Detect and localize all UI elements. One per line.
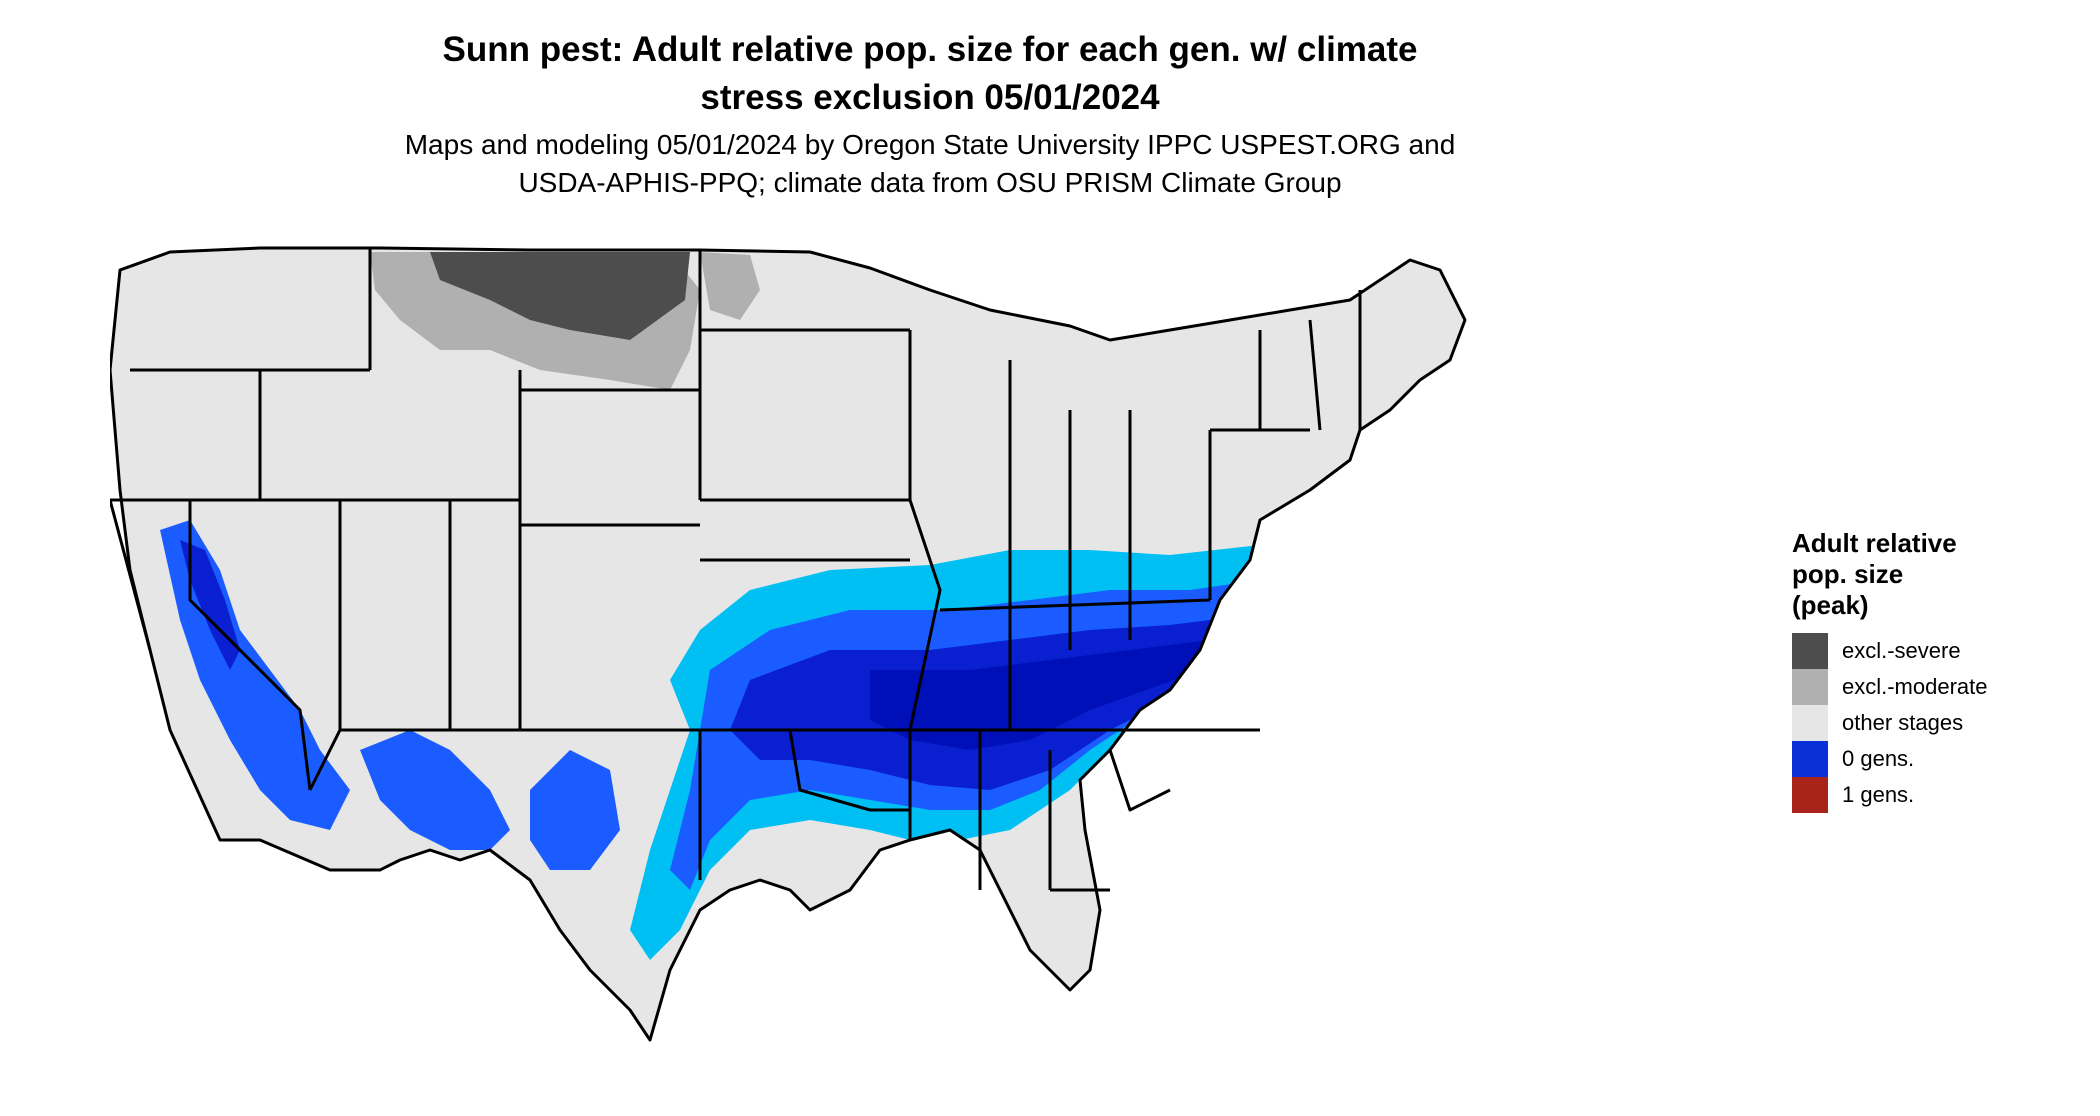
- legend-label-one-gens: 1 gens.: [1842, 782, 1915, 807]
- legend-title-line-2: pop. size: [1792, 559, 1904, 589]
- legend-swatch-other-stages: [1792, 705, 1828, 741]
- zero-gens-new-mexico: [530, 750, 620, 870]
- legend-title: Adult relative pop. size (peak): [1792, 528, 2092, 621]
- map-subtitle: Maps and modeling 05/01/2024 by Oregon S…: [300, 126, 1560, 202]
- legend-label-excl-severe: excl.-severe: [1842, 638, 1961, 663]
- legend-label-other-stages: other stages: [1842, 710, 1964, 735]
- legend-swatch-zero-gens: [1792, 741, 1828, 777]
- map-title: Sunn pest: Adult relative pop. size for …: [300, 26, 1560, 122]
- legend-item-one-gens: 1 gens.: [1792, 777, 2092, 813]
- excl-severe-region: [430, 252, 690, 340]
- state-borders: [110, 246, 1467, 1042]
- excl-moderate-region-east: [700, 252, 760, 320]
- zero-gens-darkest-band: [870, 635, 1260, 750]
- map-title-line-2: stress exclusion 05/01/2024: [700, 78, 1160, 117]
- legend-swatch-excl-severe: [1792, 633, 1828, 669]
- legend-label-excl-moderate: excl.-moderate: [1842, 674, 1988, 699]
- zero-gens-southwest: [360, 730, 510, 850]
- map-subtitle-line-1: Maps and modeling 05/01/2024 by Oregon S…: [404, 129, 1456, 160]
- zero-gens-california-core: [180, 540, 240, 670]
- legend-title-line-3: (peak): [1792, 590, 1869, 620]
- us-map: [110, 246, 1467, 1042]
- legend-label-zero-gens: 0 gens.: [1842, 746, 1915, 771]
- map-title-line-1: Sunn pest: Adult relative pop. size for …: [442, 30, 1418, 69]
- map-subtitle-line-2: USDA-APHIS-PPQ; climate data from OSU PR…: [518, 167, 1342, 198]
- legend-swatch-one-gens: [1792, 777, 1828, 813]
- legend-item-excl-moderate: excl.-moderate: [1792, 669, 2092, 705]
- legend-title-line-1: Adult relative: [1792, 528, 1957, 558]
- legend: Adult relative pop. size (peak) excl.-se…: [1792, 528, 2092, 813]
- legend-item-other-stages: other stages: [1792, 705, 2092, 741]
- legend-item-zero-gens: 0 gens.: [1792, 741, 2092, 777]
- legend-item-excl-severe: excl.-severe: [1792, 633, 2092, 669]
- legend-swatch-excl-moderate: [1792, 669, 1828, 705]
